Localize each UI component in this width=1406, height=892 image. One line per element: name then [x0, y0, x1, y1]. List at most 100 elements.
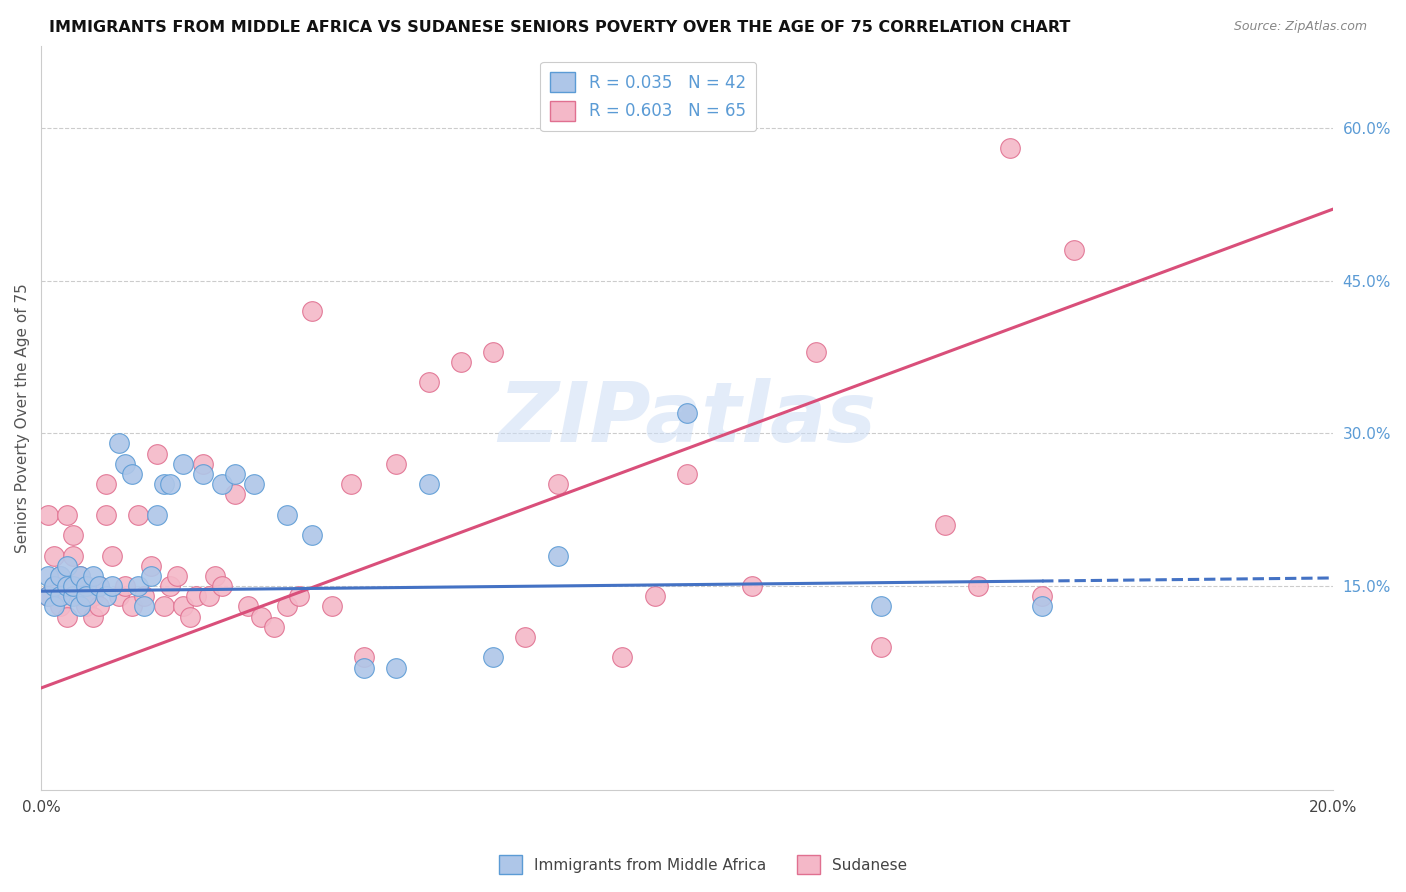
- Point: [56, 579, 79, 593]
- Point: [418, 376, 440, 390]
- Point: [56, 508, 79, 522]
- Point: [82, 589, 104, 603]
- Point: [146, 508, 169, 522]
- Point: [94, 589, 117, 603]
- Point: [191, 467, 214, 481]
- Point: [263, 620, 285, 634]
- Point: [276, 599, 298, 614]
- Point: [159, 579, 181, 593]
- Point: [288, 589, 311, 603]
- Point: [89, 579, 111, 593]
- Point: [547, 477, 569, 491]
- Point: [75, 579, 97, 593]
- Point: [385, 457, 408, 471]
- Point: [42, 599, 65, 614]
- Point: [211, 477, 233, 491]
- Point: [224, 467, 246, 481]
- Point: [869, 640, 891, 655]
- Point: [62, 579, 84, 593]
- Point: [75, 589, 97, 603]
- Point: [153, 477, 176, 491]
- Point: [114, 579, 136, 593]
- Point: [42, 579, 65, 593]
- Point: [243, 477, 266, 491]
- Point: [676, 406, 699, 420]
- Point: [49, 569, 72, 583]
- Point: [211, 579, 233, 593]
- Point: [134, 599, 156, 614]
- Point: [153, 599, 176, 614]
- Point: [191, 457, 214, 471]
- Point: [127, 508, 149, 522]
- Point: [82, 609, 104, 624]
- Point: [385, 660, 408, 674]
- Point: [1063, 243, 1085, 257]
- Point: [62, 549, 84, 563]
- Legend: Immigrants from Middle Africa, Sudanese: Immigrants from Middle Africa, Sudanese: [492, 849, 914, 880]
- Point: [1031, 599, 1053, 614]
- Point: [236, 599, 259, 614]
- Point: [75, 599, 97, 614]
- Point: [94, 508, 117, 522]
- Point: [966, 579, 988, 593]
- Point: [62, 589, 84, 603]
- Point: [249, 609, 271, 624]
- Point: [82, 569, 104, 583]
- Point: [69, 599, 91, 614]
- Point: [612, 650, 634, 665]
- Point: [482, 344, 505, 359]
- Point: [49, 569, 72, 583]
- Point: [204, 569, 226, 583]
- Point: [321, 599, 343, 614]
- Point: [37, 589, 59, 603]
- Point: [353, 650, 375, 665]
- Point: [482, 650, 505, 665]
- Point: [49, 589, 72, 603]
- Point: [515, 630, 537, 644]
- Point: [934, 518, 956, 533]
- Point: [75, 579, 97, 593]
- Point: [114, 457, 136, 471]
- Point: [340, 477, 363, 491]
- Point: [42, 549, 65, 563]
- Point: [198, 589, 221, 603]
- Point: [69, 569, 91, 583]
- Point: [172, 457, 194, 471]
- Point: [301, 304, 323, 318]
- Point: [37, 569, 59, 583]
- Point: [676, 467, 699, 481]
- Legend: R = 0.035   N = 42, R = 0.603   N = 65: R = 0.035 N = 42, R = 0.603 N = 65: [540, 62, 756, 131]
- Point: [134, 589, 156, 603]
- Point: [89, 579, 111, 593]
- Point: [121, 467, 143, 481]
- Point: [159, 477, 181, 491]
- Text: Source: ZipAtlas.com: Source: ZipAtlas.com: [1233, 20, 1367, 33]
- Point: [94, 477, 117, 491]
- Point: [37, 508, 59, 522]
- Point: [741, 579, 763, 593]
- Point: [804, 344, 827, 359]
- Point: [172, 599, 194, 614]
- Point: [101, 549, 124, 563]
- Point: [166, 569, 188, 583]
- Point: [998, 141, 1021, 155]
- Point: [644, 589, 666, 603]
- Point: [56, 609, 79, 624]
- Y-axis label: Seniors Poverty Over the Age of 75: Seniors Poverty Over the Age of 75: [15, 283, 30, 553]
- Point: [107, 589, 129, 603]
- Point: [301, 528, 323, 542]
- Point: [101, 579, 124, 593]
- Point: [69, 589, 91, 603]
- Point: [127, 579, 149, 593]
- Point: [450, 355, 472, 369]
- Point: [107, 436, 129, 450]
- Point: [418, 477, 440, 491]
- Point: [179, 609, 201, 624]
- Point: [353, 660, 375, 674]
- Point: [62, 528, 84, 542]
- Point: [224, 487, 246, 501]
- Point: [37, 589, 59, 603]
- Point: [56, 558, 79, 573]
- Point: [146, 447, 169, 461]
- Point: [869, 599, 891, 614]
